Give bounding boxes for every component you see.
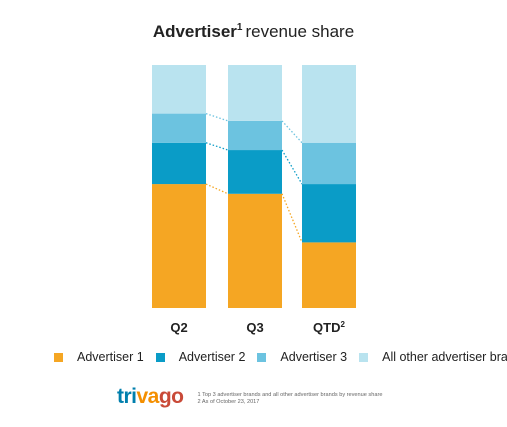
connector-line <box>205 112 229 122</box>
legend-item-advertiser-1: Advertiser 1 <box>54 350 144 364</box>
bar-segment-q2-2 <box>152 142 206 185</box>
connector-line <box>205 142 229 151</box>
footnote-2: 2 As of October 23, 2017 <box>197 399 260 405</box>
legend-item-advertiser-3: Advertiser 3 <box>257 350 347 364</box>
bar-segment-q2-3 <box>152 113 206 143</box>
chart-title-sup: 1 <box>236 22 243 33</box>
bar-segment-qtd-2 <box>302 184 356 243</box>
legend-swatch <box>54 352 63 362</box>
bar-segment-q2-4 <box>152 65 206 114</box>
chart-title-bold: Advertiser <box>152 22 237 41</box>
bar-segment-q2-1 <box>152 184 206 308</box>
footnotes: 1 Top 3 advertiser brands and all other … <box>198 392 383 406</box>
connector-line <box>281 193 303 243</box>
bar-segment-q3-4 <box>228 65 282 121</box>
chart-legend: Advertiser 1 Advertiser 2 Advertiser 3 A… <box>54 350 507 364</box>
legend-label: Advertiser 3 <box>280 350 348 364</box>
bar-segment-qtd-4 <box>302 65 356 143</box>
legend-swatch <box>155 352 165 362</box>
bar-segment-qtd-3 <box>302 142 356 185</box>
legend-label: All other advertiser brands <box>382 350 507 364</box>
bar-segment-q3-2 <box>228 150 282 194</box>
connector-line <box>205 183 229 195</box>
legend-label: Advertiser 2 <box>178 350 246 364</box>
legend-item-advertiser-2: Advertiser 2 <box>155 350 246 364</box>
legend-item-all-other: All other advertiser brands <box>359 350 507 364</box>
footnote-1: 1 Top 3 advertiser brands and all other … <box>197 392 383 398</box>
connector-line <box>281 149 303 185</box>
connector-line <box>281 120 303 144</box>
bar-segment-q3-3 <box>228 120 282 151</box>
category-label-q3: Q3 <box>246 320 263 335</box>
legend-swatch <box>257 352 267 362</box>
legend-swatch <box>359 352 369 362</box>
trivago-logo: trivago <box>117 385 184 408</box>
category-label-qtd: QTD2 <box>313 320 345 335</box>
bar-segment-qtd-1 <box>302 242 356 308</box>
chart-title-rest: revenue share <box>245 22 355 41</box>
stacked-bar-chart: Q2 Q3 QTD2 <box>152 65 356 335</box>
chart-title: Advertiser1 revenue share <box>0 22 507 42</box>
legend-label: Advertiser 1 <box>77 350 144 364</box>
category-label-q2: Q2 <box>170 320 187 335</box>
bar-segment-q3-1 <box>228 193 282 308</box>
footer: trivago 1 Top 3 advertiser brands and al… <box>117 386 382 408</box>
